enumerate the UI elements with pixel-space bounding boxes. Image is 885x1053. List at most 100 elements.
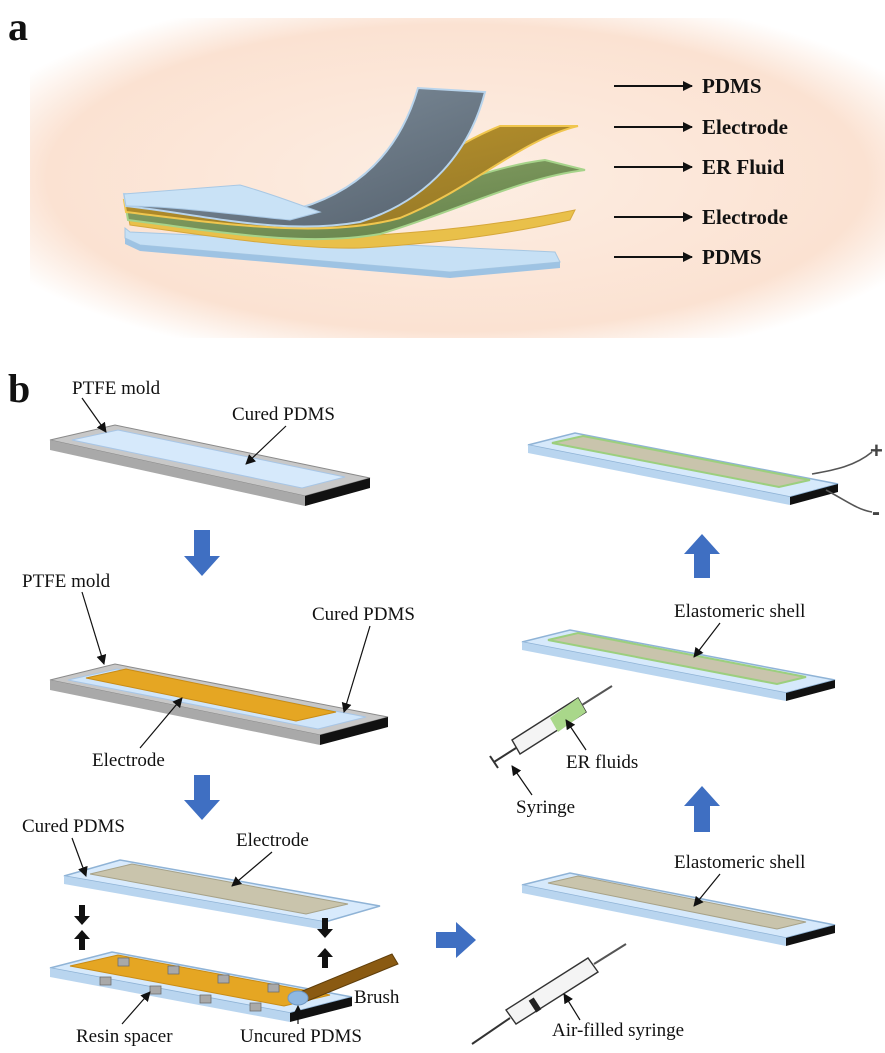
upper-pdms-edge bbox=[64, 876, 325, 930]
align-arrow-up-left bbox=[74, 930, 90, 950]
air-syringe-icon bbox=[471, 943, 627, 1045]
pointer-shell-4 bbox=[693, 873, 721, 907]
resin-spacers bbox=[99, 957, 280, 1012]
align-arrow-down-left bbox=[74, 905, 90, 925]
step-2-electrode: PTFE mold Cured PDMS Electrode bbox=[22, 571, 415, 771]
step-6-device: + - bbox=[527, 432, 883, 526]
uncured-pdms-blob bbox=[287, 990, 309, 1006]
er-syringe-icon bbox=[489, 685, 613, 769]
layered-device-illustration bbox=[122, 86, 586, 278]
mold-1-front bbox=[50, 440, 305, 506]
pointer-pdms-1 bbox=[245, 425, 287, 465]
panel-a: a PDMS Electrode ER Fluid Electrode bbox=[8, 4, 885, 338]
pointer-pdms-3 bbox=[71, 837, 88, 877]
layer-label-pdms-bottom: PDMS bbox=[702, 245, 762, 269]
shell-4-side bbox=[786, 925, 835, 946]
mold-2-side bbox=[320, 717, 388, 745]
step-5-fill-er: Elastomeric shell ER fluids Syringe bbox=[489, 601, 836, 818]
er-syringe-plunger bbox=[493, 747, 517, 763]
layer-label-electrode-top: Electrode bbox=[702, 115, 788, 139]
flow-arrow-up-1 bbox=[684, 786, 720, 832]
device-inner bbox=[551, 434, 811, 489]
air-syringe-barrel bbox=[505, 957, 599, 1025]
label-syringe: Syringe bbox=[516, 797, 575, 818]
label-elastomeric-shell-5: Elastomeric shell bbox=[674, 601, 805, 622]
pointer-spacer bbox=[121, 991, 151, 1025]
label-cured-pdms-2: Cured PDMS bbox=[312, 604, 415, 625]
layer-label-pdms-top: PDMS bbox=[702, 74, 762, 98]
label-cured-pdms-3: Cured PDMS bbox=[22, 816, 125, 837]
pointer-electrode-2 bbox=[139, 697, 183, 749]
align-arrow-down-right bbox=[317, 918, 333, 938]
pointer-shell-5 bbox=[693, 622, 721, 658]
spacer bbox=[117, 957, 130, 967]
mold-2-front bbox=[50, 680, 320, 745]
er-syringe-fluid bbox=[550, 698, 586, 732]
label-electrode-3: Electrode bbox=[236, 830, 309, 851]
panel-b: b PTFE mold Cured PDMS PTFE mold Cured P… bbox=[8, 366, 883, 1047]
label-er-fluids: ER fluids bbox=[566, 752, 638, 773]
align-arrow-up-right bbox=[317, 948, 333, 968]
panel-a-letter: a bbox=[8, 4, 28, 49]
shell-4-front bbox=[522, 885, 786, 946]
flow-arrow-down-1 bbox=[184, 530, 220, 576]
step-4-shell-air: Elastomeric shell Air-filled syringe bbox=[471, 852, 836, 1045]
er-syringe-needle bbox=[581, 685, 613, 706]
spacer bbox=[249, 1002, 262, 1012]
shell-5-front bbox=[522, 642, 786, 701]
base-pdms-sheet bbox=[123, 184, 322, 221]
wire-negative bbox=[825, 489, 873, 513]
pointer-air-syringe bbox=[563, 993, 581, 1021]
device-side bbox=[790, 484, 838, 505]
panel-b-letter: b bbox=[8, 366, 30, 411]
label-air-syringe: Air-filled syringe bbox=[552, 1020, 684, 1041]
pointer-ptfe-1 bbox=[81, 397, 107, 433]
layer-label-electrode-bottom: Electrode bbox=[702, 205, 788, 229]
step-1-mold: PTFE mold Cured PDMS bbox=[49, 378, 371, 506]
shell-5-inner bbox=[547, 631, 807, 686]
terminal-minus: - bbox=[872, 499, 880, 526]
spacer bbox=[267, 983, 280, 993]
label-elastomeric-shell-4: Elastomeric shell bbox=[674, 852, 805, 873]
flow-arrow-right bbox=[436, 922, 476, 958]
pointer-er-fluids bbox=[565, 719, 587, 751]
spacer bbox=[167, 965, 180, 975]
lower-base-side bbox=[290, 997, 352, 1022]
label-resin-spacer: Resin spacer bbox=[76, 1026, 173, 1047]
layer-label-er-fluid: ER Fluid bbox=[702, 155, 785, 179]
spacer bbox=[217, 974, 230, 984]
label-cured-pdms-1: Cured PDMS bbox=[232, 404, 335, 425]
label-uncured-pdms: Uncured PDMS bbox=[240, 1026, 362, 1047]
label-ptfe-mold-2: PTFE mold bbox=[22, 571, 111, 592]
terminal-plus: + bbox=[870, 438, 883, 463]
label-ptfe-mold-1: PTFE mold bbox=[72, 378, 161, 399]
air-syringe-needle bbox=[593, 943, 627, 965]
pointer-ptfe-2 bbox=[81, 591, 107, 665]
shell-5-side bbox=[786, 680, 835, 701]
air-syringe-plunger bbox=[471, 1017, 511, 1045]
spacer bbox=[199, 994, 212, 1004]
er-syringe-handle bbox=[489, 755, 499, 769]
electrode-2 bbox=[85, 668, 337, 722]
air-syringe-seal bbox=[528, 997, 542, 1013]
cured-pdms-1 bbox=[71, 429, 346, 489]
label-brush: Brush bbox=[354, 987, 400, 1008]
spacer bbox=[99, 976, 112, 986]
wire-positive bbox=[811, 451, 873, 475]
pointer-electrode-3 bbox=[231, 851, 273, 887]
shell-4-inner bbox=[547, 875, 807, 930]
device-front bbox=[528, 445, 790, 505]
flow-arrow-up-2 bbox=[684, 534, 720, 578]
spacer bbox=[149, 985, 162, 995]
pointer-syringe bbox=[511, 765, 533, 796]
pointer-pdms-2 bbox=[341, 625, 371, 713]
flow-arrow-down-2 bbox=[184, 775, 220, 820]
brush-icon bbox=[287, 953, 399, 1006]
layer-labels: PDMS Electrode ER Fluid Electrode PDMS bbox=[614, 74, 788, 269]
step-3-assembly: Cured PDMS Electrode Resin spacer Uncure… bbox=[22, 816, 400, 1047]
lower-electrode bbox=[69, 954, 331, 1007]
mold-1-side bbox=[305, 478, 370, 506]
label-electrode-2: Electrode bbox=[92, 750, 165, 771]
upper-electrode bbox=[89, 863, 349, 915]
